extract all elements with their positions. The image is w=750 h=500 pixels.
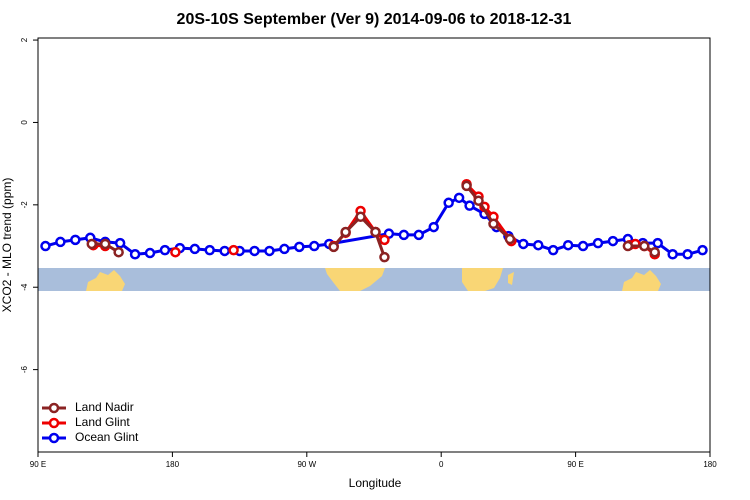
point [652,237,663,249]
point [114,237,126,249]
point [562,239,574,251]
point [453,192,465,204]
y-tick-label: -2 [20,201,29,209]
x-tick-label: 90 W [297,460,316,469]
point [228,244,239,256]
point [461,180,472,192]
point [518,238,529,250]
point [328,241,339,253]
point [379,251,390,263]
x-axis-label: Longitude [349,476,402,490]
point [204,244,215,256]
point [113,246,124,258]
y-tick-label: 2 [20,37,29,42]
y-tick-label: -4 [20,283,29,291]
point [294,241,305,253]
legend-marker [48,402,60,414]
point [379,234,390,246]
point [577,240,589,252]
land-patch [325,268,385,291]
point [370,226,381,238]
x-tick-label: 180 [166,460,180,469]
chart-title: 20S-10S September (Ver 9) 2014-09-06 to … [177,11,572,28]
point [443,197,454,209]
point [309,240,320,252]
point [279,243,290,255]
point [639,240,650,252]
y-tick-label: 0 [20,120,29,125]
legend-label: Land Glint [75,415,130,429]
legend-marker [48,432,60,444]
point [649,246,660,258]
x-tick-label: 90 E [30,460,46,469]
y-tick-label: -6 [20,366,29,374]
point [55,236,66,248]
point [70,234,81,246]
point [682,249,693,260]
land-patch [462,268,503,291]
point [189,243,201,255]
point [607,235,619,247]
map-strip [38,268,710,291]
point [697,244,708,256]
point [355,211,366,223]
point [464,200,475,211]
point [144,247,156,259]
point [159,244,171,256]
x-tick-label: 0 [439,460,444,469]
point [533,239,544,251]
point [504,233,516,245]
point [219,245,230,257]
point [667,249,678,260]
x-tick-label: 180 [703,460,717,469]
point [340,226,351,238]
point [170,246,181,258]
point [622,240,634,252]
point [488,218,499,230]
legend-label: Land Nadir [75,400,134,414]
point [413,229,425,241]
point [40,240,51,252]
land-patch [508,272,514,285]
point [249,245,260,257]
plot-frame [37,37,711,453]
point [99,238,111,250]
point [86,238,98,250]
legend-label: Ocean Glint [75,430,139,444]
point [473,195,484,206]
legend-marker [48,417,60,429]
point [547,244,559,256]
point [592,237,604,249]
y-axis-label: XCO2 - MLO trend (ppm) [0,178,14,313]
x-tick-label: 90 E [567,460,583,469]
series-line [45,196,703,256]
point [398,229,410,241]
point [264,245,275,257]
point [428,221,439,233]
point [129,249,141,260]
land-patch [622,270,661,291]
land-patch [86,270,125,291]
